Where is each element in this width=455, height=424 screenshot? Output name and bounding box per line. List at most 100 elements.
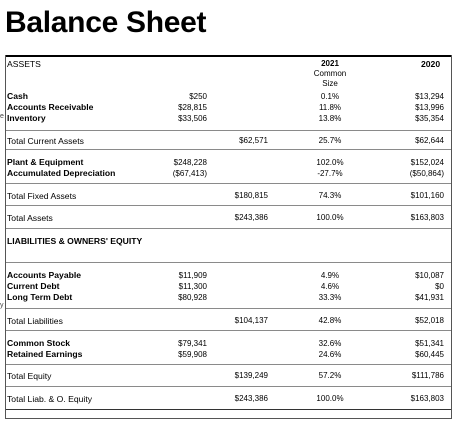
equity-prior: $51,341 $60,445 [384, 338, 444, 360]
common-stock-prior: $51,341 [415, 339, 444, 348]
page-title: Balance Sheet [5, 6, 207, 39]
plant-equipment-prior: $152,024 [410, 158, 444, 167]
retained-earnings-cs: 24.6% [318, 350, 342, 359]
total-current-assets-label: Total Current Assets [7, 136, 84, 146]
row-divider [6, 262, 451, 263]
long-term-debt-prior: $41,931 [415, 293, 444, 302]
liabilities-common-size: 4.9% 4.6% 33.3% [300, 270, 360, 303]
total-assets-label: Total Assets [7, 213, 53, 223]
accounts-payable-value: $11,909 [178, 271, 207, 280]
accumulated-depreciation-prior: ($50,864) [409, 169, 444, 178]
total-liabilities-cs: 42.8% [318, 316, 342, 325]
total-current-assets-cs: 25.7% [318, 136, 342, 145]
accounts-payable-label: Accounts Payable [7, 270, 82, 280]
common-size-header: 2021 Common Size [300, 59, 360, 89]
row-divider [6, 149, 451, 150]
total-current-assets-prior: $62,644 [415, 136, 444, 145]
inventory-cs: 13.8% [318, 114, 342, 123]
liabilities-prior: $10,087 $0 $41,931 [384, 270, 444, 303]
total-fixed-assets-value: $180,815 [234, 191, 268, 200]
current-debt-label: Current Debt [7, 281, 60, 291]
cash-prior: $13,294 [415, 92, 444, 101]
retained-earnings-label: Retained Earnings [7, 349, 83, 359]
row-divider [6, 386, 451, 387]
table-bottom-border [5, 418, 452, 419]
row-divider [6, 228, 451, 229]
total-equity-value: $139,249 [234, 371, 268, 380]
cash-cs: 0.1% [320, 92, 340, 101]
row-divider [6, 130, 451, 131]
plant-equipment-label: Plant & Equipment [7, 157, 84, 167]
current-assets-labels: Cash Accounts Receivable Inventory [7, 91, 93, 124]
equity-values: $79,341 $59,908 [147, 338, 207, 360]
current-debt-prior: $0 [435, 282, 444, 291]
common-header: Common [313, 69, 347, 78]
accounts-receivable-value: $28,815 [178, 103, 207, 112]
size-header: Size [322, 79, 338, 88]
row-divider [6, 308, 451, 309]
total-current-assets-value: $62,571 [239, 136, 268, 145]
total-fixed-assets-prior: $101,160 [410, 191, 444, 200]
accounts-receivable-prior: $13,996 [415, 103, 444, 112]
liabilities-equity-heading: LIABILITIES & OWNERS' EQUITY [7, 236, 143, 246]
total-assets-cs: 100.0% [316, 213, 344, 222]
total-fixed-assets-label: Total Fixed Assets [7, 191, 77, 201]
row-divider [6, 409, 451, 410]
total-fixed-assets-cs: 74.3% [318, 191, 342, 200]
common-stock-cs: 32.6% [318, 339, 342, 348]
accumulated-depreciation-value: ($67,413) [172, 169, 207, 178]
cash-label: Cash [7, 91, 29, 101]
current-assets-common-size: 0.1% 11.8% 13.8% [300, 91, 360, 124]
year-2021-header: 2021 [321, 59, 339, 68]
total-liab-equity-cs: 100.0% [316, 394, 344, 403]
liabilities-values: $11,909 $11,300 $80,928 [147, 270, 207, 303]
current-assets-prior: $13,294 $13,996 $35,354 [384, 91, 444, 124]
accumulated-depreciation-cs: -27.7% [317, 169, 343, 178]
row-divider [6, 330, 451, 331]
edge-tick-mark: y [0, 302, 4, 309]
current-assets-values: $250 $28,815 $33,506 [147, 91, 207, 124]
accounts-payable-prior: $10,087 [415, 271, 444, 280]
total-liabilities-value: $104,137 [234, 316, 268, 325]
accounts-receivable-label: Accounts Receivable [7, 102, 94, 112]
row-divider [6, 205, 451, 206]
equity-common-size: 32.6% 24.6% [300, 338, 360, 360]
year-2020-header: 2020 [421, 59, 441, 69]
row-divider [6, 183, 451, 184]
table-top-border [5, 55, 452, 57]
plant-equipment-value: $248,228 [173, 158, 207, 167]
total-liabilities-prior: $52,018 [415, 316, 444, 325]
total-equity-label: Total Equity [7, 371, 52, 381]
total-liab-equity-label: Total Liab. & O. Equity [7, 394, 93, 404]
liabilities-labels: Accounts Payable Current Debt Long Term … [7, 270, 81, 303]
long-term-debt-label: Long Term Debt [7, 292, 73, 302]
cash-value: $250 [189, 92, 207, 101]
retained-earnings-value: $59,908 [178, 350, 207, 359]
row-divider [6, 364, 451, 365]
inventory-prior: $35,354 [415, 114, 444, 123]
current-debt-value: $11,300 [178, 282, 207, 291]
inventory-label: Inventory [7, 113, 46, 123]
total-liab-equity-value: $243,386 [234, 394, 268, 403]
table-right-border [451, 55, 452, 419]
total-liab-equity-prior: $163,803 [410, 394, 444, 403]
total-assets-value: $243,386 [234, 213, 268, 222]
accounts-payable-cs: 4.9% [320, 271, 340, 280]
equity-labels: Common Stock Retained Earnings [7, 338, 82, 360]
assets-heading: ASSETS [7, 59, 41, 69]
long-term-debt-value: $80,928 [178, 293, 207, 302]
retained-earnings-prior: $60,445 [415, 350, 444, 359]
fixed-assets-prior: $152,024 ($50,864) [384, 157, 444, 179]
fixed-assets-values: $248,228 ($67,413) [147, 157, 207, 179]
long-term-debt-cs: 33.3% [318, 293, 342, 302]
total-equity-prior: $111,786 [411, 371, 444, 380]
table-left-border [5, 55, 6, 419]
current-debt-cs: 4.6% [320, 282, 340, 291]
inventory-value: $33,506 [178, 114, 207, 123]
edge-tick-mark: e [0, 113, 4, 120]
total-assets-prior: $163,803 [410, 213, 444, 222]
fixed-assets-labels: Plant & Equipment Accumulated Depreciati… [7, 157, 115, 179]
total-equity-cs: 57.2% [318, 371, 342, 380]
common-stock-value: $79,341 [178, 339, 207, 348]
total-liabilities-label: Total Liabilities [7, 316, 63, 326]
